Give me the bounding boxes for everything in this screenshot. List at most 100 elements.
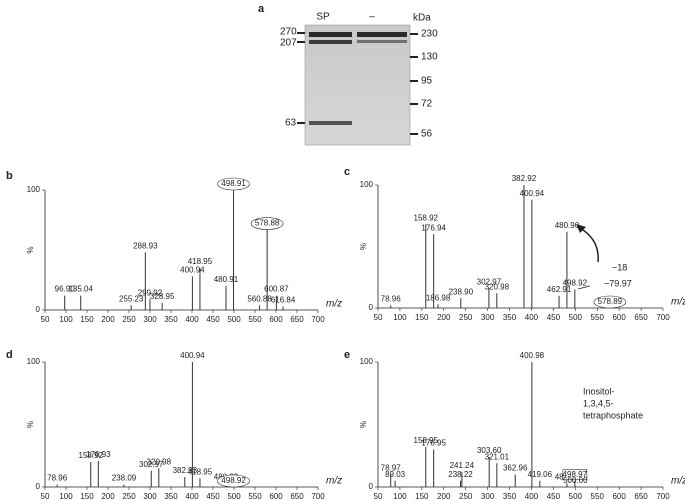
peak-label: 158.95	[414, 436, 439, 445]
x-tick-label: 250	[122, 492, 136, 501]
peak-label: 498.97	[563, 470, 588, 479]
x-tick-label: 550	[248, 315, 262, 324]
x-tick-label: 150	[80, 315, 94, 324]
peak-label: 89.03	[385, 470, 406, 479]
x-tick-label: 500	[227, 315, 241, 324]
arrowhead	[576, 224, 586, 233]
x-tick-label: 450	[206, 315, 220, 324]
x-tick-label: 50	[374, 313, 383, 322]
band	[357, 32, 407, 37]
peak-label: 560.88	[247, 294, 272, 303]
x-tick-label: 550	[591, 313, 605, 322]
peak-label: 288.93	[133, 242, 158, 251]
marker-label: 56	[421, 129, 433, 140]
highlight-circle	[593, 295, 627, 309]
x-tick-label: 300	[481, 492, 495, 501]
y-axis-label: %	[359, 243, 368, 250]
unit-label: kDa	[413, 13, 431, 24]
peak-label: 158.92	[414, 213, 439, 222]
x-tick-label: 150	[80, 492, 94, 501]
y-tick-label: 100	[360, 357, 374, 366]
peak-label: 238.90	[449, 287, 474, 296]
x-tick-label: 700	[311, 492, 325, 501]
peak-label: 96.90	[55, 285, 76, 294]
x-tick-label: 450	[547, 313, 561, 322]
x-tick-label: 450	[206, 492, 220, 501]
x-tick-label: 500	[569, 313, 583, 322]
x-tick-label: 600	[269, 315, 283, 324]
x-tick-label: 250	[459, 492, 473, 501]
x-tick-label: 350	[503, 492, 517, 501]
x-tick-label: 50	[374, 492, 383, 501]
x-tick-label: 400	[185, 315, 199, 324]
x-tick-label: 700	[656, 313, 670, 322]
peak-label: 241.24	[450, 461, 475, 470]
highlight-box	[562, 469, 588, 481]
peak-label: 328.95	[150, 292, 175, 301]
annotation: tetraphosphate	[583, 410, 643, 420]
x-axis-label: m/z	[326, 476, 342, 487]
x-tick-label: 500	[569, 492, 583, 501]
band	[309, 121, 352, 125]
x-tick-label: 550	[248, 492, 262, 501]
x-tick-label: 200	[437, 313, 451, 322]
peak-label: 176.95	[421, 439, 446, 448]
x-tick-label: 300	[143, 492, 157, 501]
x-tick-label: 200	[101, 492, 115, 501]
marker-label: 63	[285, 118, 297, 129]
peak-label: 302.97	[139, 460, 164, 469]
peak-label: 78.96	[381, 295, 402, 304]
x-tick-label: 100	[59, 492, 73, 501]
x-tick-label: 600	[612, 313, 626, 322]
peak-label: 238.09	[112, 474, 137, 483]
band	[309, 40, 352, 44]
peak-label: 176.94	[421, 223, 446, 232]
x-tick-label: 700	[656, 492, 670, 501]
peak-label: 382.93	[173, 466, 198, 475]
y-tick-label: 100	[27, 357, 41, 366]
x-tick-label: 650	[290, 315, 304, 324]
x-tick-label: 50	[41, 315, 50, 324]
peak-label: 462.91	[547, 285, 572, 294]
y-tick-label: 0	[36, 482, 41, 491]
y-axis-label: %	[26, 246, 35, 253]
x-tick-label: 200	[437, 492, 451, 501]
panel-label: b	[6, 170, 13, 182]
highlight-circle	[217, 474, 250, 488]
highlight-circle	[250, 217, 284, 230]
peak-label: 158.92	[79, 451, 104, 460]
peak-label: 382.92	[512, 174, 537, 183]
x-tick-label: 100	[393, 492, 407, 501]
x-tick-label: 50	[41, 492, 50, 501]
annotation: 1,3,4,5-	[583, 398, 614, 408]
y-tick-label: 100	[27, 185, 41, 194]
x-tick-label: 150	[415, 313, 429, 322]
x-tick-label: 250	[459, 313, 473, 322]
peak-label: 500.00	[563, 476, 588, 485]
x-tick-label: 450	[547, 492, 561, 501]
x-tick-label: 400	[525, 313, 539, 322]
peak-label: 578.88	[255, 219, 280, 228]
marker-label: 72	[421, 99, 433, 110]
marker-label: 270	[280, 27, 297, 38]
panel-label: e	[344, 349, 350, 361]
peak-label: 78.97	[381, 464, 402, 473]
marker-label: 230	[421, 29, 438, 40]
highlight-circle	[217, 177, 250, 191]
peak-label: 400.94	[520, 189, 545, 198]
band	[309, 32, 352, 37]
x-tick-label: 100	[59, 315, 73, 324]
x-tick-label: 400	[525, 492, 539, 501]
x-tick-label: 150	[415, 492, 429, 501]
peak-label: 480.90	[555, 221, 580, 230]
x-tick-label: 350	[164, 315, 178, 324]
peak-label: 418.95	[188, 467, 213, 476]
x-axis-label: m/z	[671, 476, 685, 487]
peak-label: 320.98	[147, 457, 172, 466]
peak-label: 600.87	[264, 285, 289, 294]
lane-label: –	[369, 12, 375, 23]
y-tick-label: 100	[360, 180, 374, 189]
peak-label: 578.89	[598, 297, 623, 306]
lane-label: SP	[316, 12, 330, 23]
